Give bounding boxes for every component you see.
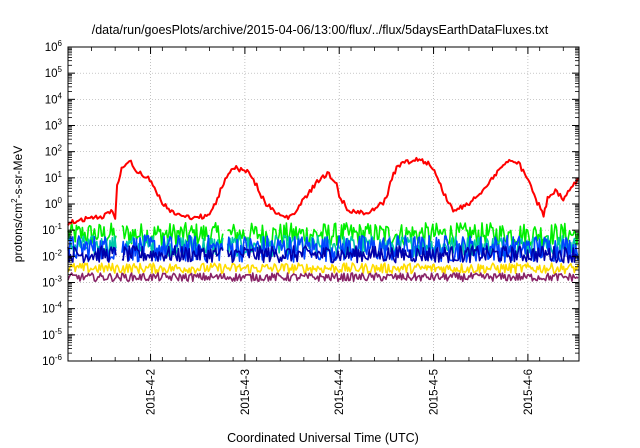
y-tick-label: 101 [45, 170, 63, 185]
y-tick-label: 105 [45, 65, 63, 80]
y-tick-label: 10-2 [42, 248, 62, 263]
x-tick-label: 2015-4-5 [429, 369, 441, 415]
flux-series-line [67, 245, 579, 264]
x-tick-label: 2015-4-3 [240, 369, 252, 415]
y-tick-label: 102 [45, 144, 63, 159]
y-tick-label: 10-1 [42, 222, 62, 237]
y-tick-label: 100 [45, 196, 63, 211]
y-tick-label: 106 [45, 39, 63, 54]
y-tick-label: 103 [45, 118, 63, 133]
x-tick-label: 2015-4-2 [146, 369, 158, 415]
y-tick-label: 10-5 [42, 327, 62, 342]
y-tick-label: 10-3 [42, 275, 62, 290]
x-axis: 2015-4-2 2015-4-3 2015-4-4 2015-4-5 2015-4-6 [91, 47, 564, 415]
flux-series-line [67, 262, 579, 275]
data-series [67, 156, 580, 283]
y-tick-label: 10-4 [42, 301, 62, 316]
x-tick-label: 2015-4-6 [523, 369, 535, 415]
x-axis-label: Coordinated Universal Time (UTC) [227, 431, 419, 445]
y-axis: 10-6 10-5 10-4 10-3 10-2 10-1 100 101 102 103 104 1… [42, 39, 579, 368]
x-tick-label: 2015-4-4 [334, 368, 346, 415]
y-tick-label: 104 [45, 91, 63, 106]
flux-series-line [67, 272, 579, 283]
y-tick-label: 10-6 [42, 353, 62, 368]
grid-lines [68, 47, 579, 361]
flux-series-line [67, 156, 580, 226]
chart-title: /data/run/goesPlots/archive/2015-04-06/1… [92, 23, 549, 37]
y-axis-label: protons/cm2-s-sr-MeV [10, 146, 25, 262]
